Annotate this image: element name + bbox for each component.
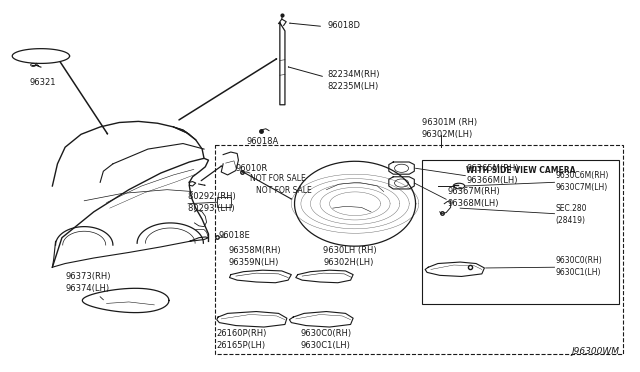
Text: NOT FOR SALE: NOT FOR SALE — [250, 174, 306, 183]
Text: 96018A: 96018A — [246, 137, 279, 146]
Text: 96358M(RH)
96359N(LH): 96358M(RH) 96359N(LH) — [229, 246, 282, 267]
Text: 80292 (RH)
80293 (LH): 80292 (RH) 80293 (LH) — [188, 192, 236, 213]
Bar — [215, 145, 623, 354]
Text: 96018D: 96018D — [328, 21, 361, 30]
Text: WITH SIDE VIEW CAMERA: WITH SIDE VIEW CAMERA — [466, 166, 575, 175]
Text: 96301M (RH)
96302M(LH): 96301M (RH) 96302M(LH) — [422, 118, 477, 139]
Text: J96300WM: J96300WM — [572, 347, 620, 356]
Text: 96373(RH)
96374(LH): 96373(RH) 96374(LH) — [65, 272, 111, 293]
Text: NOT FOR SALE: NOT FOR SALE — [256, 186, 312, 195]
Text: 96367M(RH)
96368M(LH): 96367M(RH) 96368M(LH) — [447, 187, 500, 208]
Text: 96365M(RH)
96366M(LH): 96365M(RH) 96366M(LH) — [467, 164, 519, 185]
Bar — [217, 197, 231, 208]
Text: 9630C0(RH)
9630C1(LH): 9630C0(RH) 9630C1(LH) — [301, 329, 352, 350]
Text: 96321: 96321 — [29, 78, 56, 87]
Text: 9630C0(RH)
9630C1(LH): 9630C0(RH) 9630C1(LH) — [556, 256, 602, 277]
Text: 96018E: 96018E — [218, 231, 250, 240]
Text: 82234M(RH)
82235M(LH): 82234M(RH) 82235M(LH) — [328, 70, 380, 91]
Text: 9630LH (RH)
96302H(LH): 9630LH (RH) 96302H(LH) — [323, 246, 377, 267]
Text: 96010R: 96010R — [236, 164, 268, 173]
Text: SEC.280
(28419): SEC.280 (28419) — [556, 204, 588, 225]
Text: 9630C6M(RH)
9630C7M(LH): 9630C6M(RH) 9630C7M(LH) — [556, 171, 609, 192]
Text: 26160P(RH)
26165P(LH): 26160P(RH) 26165P(LH) — [217, 329, 267, 350]
Bar — [422, 160, 620, 304]
